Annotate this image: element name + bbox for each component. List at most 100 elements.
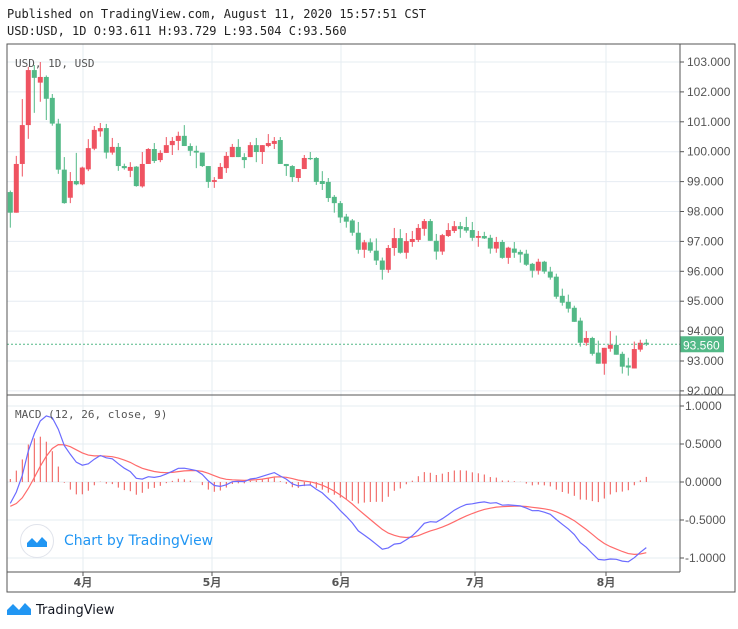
candle — [637, 339, 643, 352]
candle-body — [85, 148, 91, 170]
tradingview-logo-icon — [6, 600, 32, 620]
watermark[interactable]: Chart by TradingView — [20, 524, 213, 558]
candle-body — [253, 145, 259, 152]
frame — [6, 43, 736, 593]
candle — [307, 151, 313, 161]
candle-body — [631, 349, 637, 369]
candle — [343, 213, 349, 228]
candle — [553, 273, 559, 299]
candle-body — [367, 242, 373, 251]
candle-body — [229, 146, 235, 158]
candle-body — [211, 180, 217, 182]
candle-body — [247, 145, 253, 158]
candle — [55, 118, 61, 174]
candle — [271, 137, 277, 150]
price-tick-label: 98.000 — [687, 205, 724, 219]
candle — [289, 165, 295, 182]
candle-body — [481, 236, 487, 239]
candle-body — [25, 70, 31, 126]
candle — [409, 230, 415, 247]
candle — [325, 178, 331, 202]
candle-body — [331, 196, 337, 204]
candle-body — [523, 253, 529, 265]
candle — [439, 233, 445, 255]
candle-body — [313, 157, 319, 182]
candle-body — [265, 143, 271, 147]
candle-body — [511, 248, 517, 253]
candle-body — [259, 145, 265, 152]
candle — [151, 143, 157, 164]
grid — [7, 44, 680, 572]
candle — [391, 227, 397, 256]
candle — [403, 233, 409, 259]
candle-body — [175, 135, 181, 141]
candle-body — [385, 247, 391, 270]
candle — [199, 152, 205, 167]
macd-tick-label: -0.5000 — [685, 513, 726, 527]
candle — [529, 262, 535, 278]
candle-body — [199, 152, 205, 167]
candle — [493, 236, 499, 253]
candle-body — [307, 157, 313, 160]
candle-body — [109, 146, 115, 153]
candle — [349, 218, 355, 236]
candle-body — [487, 237, 493, 249]
candle — [115, 143, 121, 171]
published-line: Published on TradingView.com, August 11,… — [7, 7, 427, 21]
candle-body — [223, 155, 229, 169]
candle — [421, 218, 427, 236]
candle — [283, 163, 289, 176]
candle-body — [451, 226, 457, 231]
macd-tick-label: 0.5000 — [685, 437, 722, 451]
candle — [25, 66, 31, 139]
candle — [427, 218, 433, 241]
candle — [415, 224, 421, 242]
candle-body — [403, 241, 409, 253]
candle — [79, 166, 85, 186]
candle-body — [205, 166, 211, 182]
candles — [7, 62, 680, 376]
candle — [211, 177, 217, 188]
watermark-text: Chart by TradingView — [64, 533, 214, 549]
candle — [67, 172, 73, 204]
candle-body — [409, 239, 415, 242]
candle-body — [139, 163, 145, 187]
candle-body — [7, 192, 13, 213]
price-tick-label: 100.000 — [687, 145, 731, 159]
candle-body — [97, 128, 103, 132]
candle-body — [283, 163, 289, 167]
axes: 103.000 102.000 101.000 100.000 99.000 98.000… — [15, 55, 731, 589]
candle-body — [361, 242, 367, 250]
candle-body — [13, 163, 19, 213]
candle-body — [73, 181, 79, 185]
chart-border — [6, 43, 736, 593]
time-tick-label: 7月 — [466, 576, 485, 589]
footer-brand[interactable]: TradingView — [6, 600, 115, 620]
time-tick-label: 4月 — [74, 576, 93, 589]
candle-body — [355, 232, 361, 250]
candle — [235, 139, 241, 158]
time-tick-label: 6月 — [332, 576, 351, 589]
candle-body — [373, 250, 379, 261]
price-tick-label: 94.000 — [687, 324, 724, 338]
candle — [109, 137, 115, 155]
candle — [631, 341, 637, 369]
candle-body — [589, 337, 595, 354]
candle — [367, 238, 373, 253]
candle-body — [607, 344, 613, 349]
macd-line — [9, 415, 647, 563]
candle — [241, 153, 247, 169]
candle-body — [583, 337, 589, 343]
macd-tick-label: -1.0000 — [685, 551, 726, 565]
price-tick-label: 102.000 — [687, 85, 731, 99]
candle — [583, 331, 589, 346]
candle — [217, 163, 223, 179]
candle — [379, 257, 385, 280]
candle — [265, 134, 271, 148]
candle — [229, 143, 235, 158]
candle — [451, 221, 457, 234]
candle — [643, 339, 649, 346]
candle — [49, 93, 55, 126]
candle — [277, 137, 283, 164]
